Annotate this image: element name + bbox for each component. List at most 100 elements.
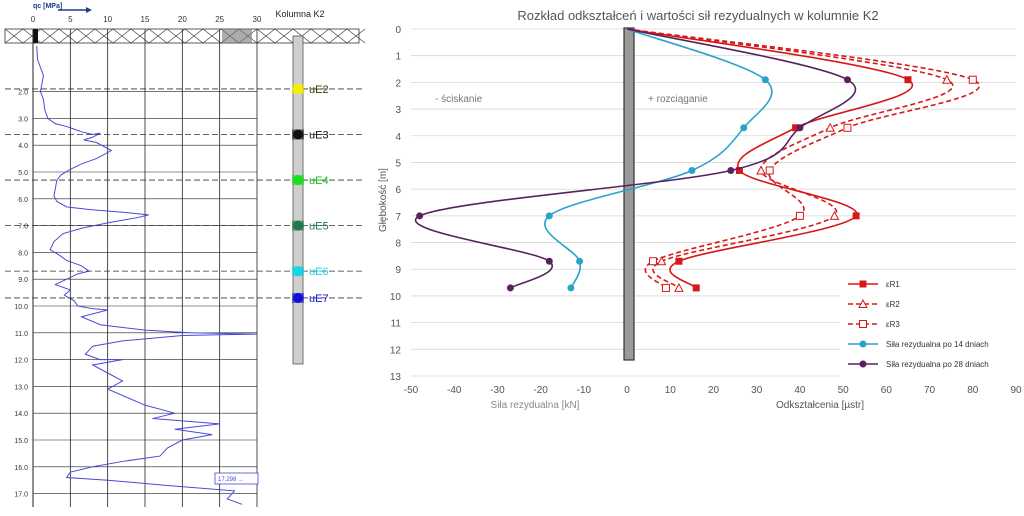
main-x-tick-label: 90 <box>1010 385 1022 396</box>
data-point <box>674 282 684 292</box>
cpt-chart: qc [MPa] 0 5 10 15 20 25 30 2.0 3.0 4.0 5.0 6.0 7.0… <box>4 3 366 507</box>
cpt-x-tick-label: 25 <box>215 15 224 24</box>
main-y-tick-label: 0 <box>395 25 401 36</box>
strain-force-chart: Rozkład odkształceń i wartości sił rezyd… <box>378 8 1023 411</box>
main-x-tick-label: -40 <box>447 385 462 396</box>
column-profile <box>623 27 635 361</box>
main-x-tick-label: 30 <box>751 385 763 396</box>
cpt-y-tick-label: 12.0 <box>14 358 28 365</box>
data-point <box>859 320 867 328</box>
sensor-dot <box>293 220 303 231</box>
data-point <box>756 165 766 175</box>
cpt-annotation: 17.298 → <box>214 472 259 485</box>
data-point <box>567 284 575 292</box>
cpt-x-tick-label: 10 <box>103 15 112 24</box>
strain-axis-label: Odkształcenia [µstr] <box>776 400 864 411</box>
sensor-markers: uE2 uE3 uE4 uE5 uE6 uE7 <box>292 83 329 305</box>
hatch-line <box>130 28 150 44</box>
main-y-tick-label: 6 <box>395 185 401 196</box>
cpt-y-tick-label: 2.0 <box>18 90 28 97</box>
cpt-x-axis-label: qc [MPa] <box>33 3 62 10</box>
data-point <box>795 211 804 220</box>
data-point <box>904 76 912 84</box>
series-line <box>626 28 981 289</box>
sensor-dot <box>293 292 303 303</box>
hatch-line <box>76 28 96 44</box>
data-point <box>859 340 867 348</box>
cpt-y-tick-label: 7.0 <box>18 224 28 231</box>
data-point <box>576 257 584 265</box>
data-point <box>859 280 867 288</box>
main-x-tick-label: 20 <box>708 385 720 396</box>
main-x-tick-label: -30 <box>490 385 505 396</box>
main-y-tick-label: 7 <box>395 212 401 223</box>
main-x-tick-label: 70 <box>924 385 936 396</box>
cpt-x-tick-label: 5 <box>68 15 73 24</box>
ground-surface-hatch <box>4 28 366 44</box>
series-line <box>626 28 954 289</box>
legend-box <box>839 271 1023 377</box>
sensor-label: uE7 <box>309 293 329 305</box>
data-point <box>852 212 860 220</box>
cpt-x-tick-label: 0 <box>31 15 36 24</box>
series-line <box>544 28 773 289</box>
data-point <box>829 210 840 220</box>
force-axis-label: Siła rezydualna [kN] <box>491 400 580 411</box>
data-point <box>968 75 977 84</box>
data-point <box>796 124 804 132</box>
hatch-line <box>328 28 348 44</box>
data-point <box>506 284 514 292</box>
data-point <box>843 123 852 132</box>
cpt-y-tick-label: 17.0 <box>14 492 28 499</box>
data-point <box>825 122 836 132</box>
hatch-line <box>256 28 276 44</box>
data-point <box>692 284 700 292</box>
cpt-y-ticks: 2.0 3.0 4.0 5.0 6.0 7.0 8.0 9.0 10.0 11.0 12.0 13.0… <box>14 90 28 499</box>
cpt-y-tick-label: 5.0 <box>18 170 28 177</box>
chart-title: Rozkład odkształceń i wartości sił rezyd… <box>517 8 878 23</box>
cpt-y-tick-label: 10.0 <box>14 304 28 311</box>
data-point <box>858 298 868 308</box>
main-y-tick-label: 1 <box>395 52 401 63</box>
main-y-tick-label: 9 <box>395 265 401 276</box>
cpt-y-tick-label: 16.0 <box>14 465 28 472</box>
cpt-grid <box>32 29 258 507</box>
legend-label: Siła rezydualna po 28 dniach <box>886 360 989 369</box>
hatch-line <box>58 28 78 44</box>
main-y-tick-label: 13 <box>390 372 402 383</box>
cpt-y-tick-label: 9.0 <box>18 277 28 284</box>
data-point <box>843 76 851 84</box>
cpt-y-tick-label: 4.0 <box>18 143 28 150</box>
main-y-tick-label: 4 <box>395 132 401 143</box>
hatch-line <box>310 28 330 44</box>
data-point <box>761 76 769 84</box>
hatch-line <box>94 28 114 44</box>
cpt-x-ticks: 0 5 10 15 20 25 30 <box>31 15 262 24</box>
main-x-tick-label: 10 <box>665 385 677 396</box>
hatch-line <box>4 28 24 44</box>
main-x-tick-label: -10 <box>577 385 592 396</box>
legend-label: Siła rezydualna po 14 dniach <box>886 340 989 349</box>
hatch-line <box>274 28 294 44</box>
hatch-line <box>346 28 366 44</box>
main-y-tick-label: 10 <box>390 292 402 303</box>
sensor-dot <box>293 83 303 94</box>
cpt-x-tick-label: 30 <box>253 15 262 24</box>
main-y-tick-label: 8 <box>395 239 401 250</box>
main-x-tick-label: 0 <box>624 385 630 396</box>
data-point <box>942 74 952 84</box>
y-axis-label: Głębokość [m] <box>378 168 389 232</box>
main-x-tick-label: 80 <box>967 385 979 396</box>
main-x-tick-label: 60 <box>881 385 893 396</box>
legend-label: εR2 <box>886 300 900 309</box>
cpt-y-tick-label: 3.0 <box>18 116 28 123</box>
data-point <box>735 166 743 174</box>
hatch-line <box>40 28 60 44</box>
data-point <box>649 257 657 266</box>
sensor-label: uE4 <box>309 175 329 187</box>
main-x-tick-label: 50 <box>838 385 850 396</box>
main-y-tick-label: 11 <box>391 319 402 330</box>
